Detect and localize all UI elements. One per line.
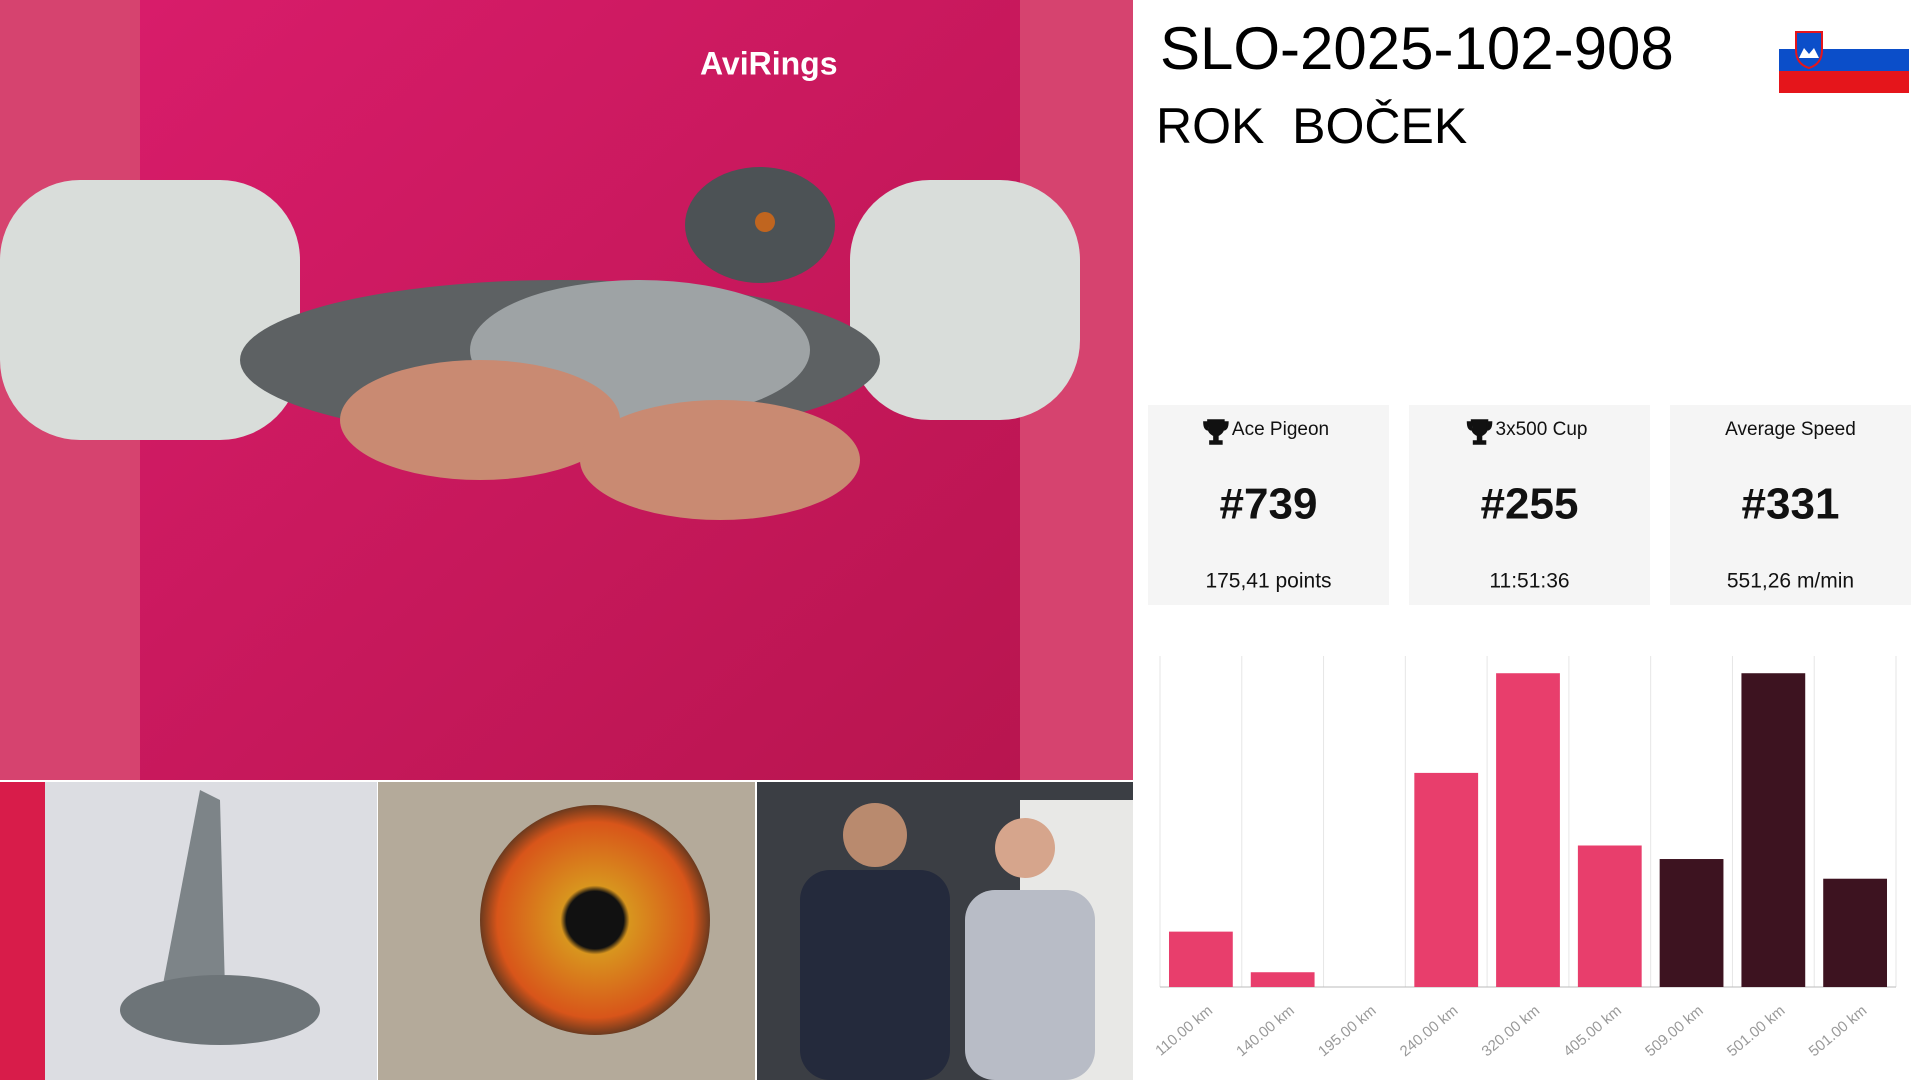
stat-title: 3x500 Cup	[1496, 419, 1588, 440]
x-tick-label: 501.00 km	[1724, 1002, 1789, 1060]
x-tick-label: 509.00 km	[1642, 1002, 1707, 1060]
bar	[1496, 673, 1560, 987]
x-tick-label: 320.00 km	[1479, 1002, 1544, 1060]
x-tick-label: 405.00 km	[1560, 1002, 1625, 1060]
stat-card	[1409, 405, 1650, 605]
bar	[1741, 673, 1806, 987]
x-tick-label: 110.00 km	[1152, 1002, 1216, 1059]
bar	[1250, 972, 1315, 987]
stat-title: Average Speed	[1725, 419, 1856, 440]
bar	[1414, 772, 1479, 987]
ring-number: SLO-2025-102-908	[1160, 15, 1674, 82]
stat-card	[1670, 405, 1911, 605]
bar	[1659, 859, 1724, 987]
stat-value: #331	[1742, 480, 1840, 529]
stat-card	[1148, 405, 1389, 605]
stat-detail: 551,26 m/min	[1727, 570, 1854, 593]
people-photo	[757, 782, 1133, 1080]
stat-detail: 175,41 points	[1205, 570, 1331, 593]
flag	[1779, 27, 1909, 93]
x-tick-label: 195.00 km	[1315, 1002, 1380, 1060]
trophy-icon	[1203, 419, 1229, 445]
wing-photo	[0, 782, 377, 1080]
stat-title: Ace Pigeon	[1232, 419, 1329, 440]
stat-value: #255	[1481, 480, 1579, 529]
main-photo: AviRings	[0, 0, 1133, 780]
bar	[1577, 845, 1642, 987]
x-tick-label: 501.00 km	[1806, 1002, 1871, 1060]
owner-name: ROK BOČEK	[1156, 98, 1467, 154]
x-tick-label: 240.00 km	[1397, 1002, 1462, 1060]
stat-detail: 11:51:36	[1489, 570, 1569, 593]
stat-value: #739	[1220, 480, 1318, 529]
bar	[1168, 931, 1233, 987]
svg-text:AviRings: AviRings	[700, 45, 838, 81]
trophy-icon	[1466, 419, 1493, 445]
bar	[1823, 878, 1888, 987]
x-tick-label: 140.00 km	[1233, 1002, 1298, 1060]
eye-photo	[378, 782, 755, 1080]
